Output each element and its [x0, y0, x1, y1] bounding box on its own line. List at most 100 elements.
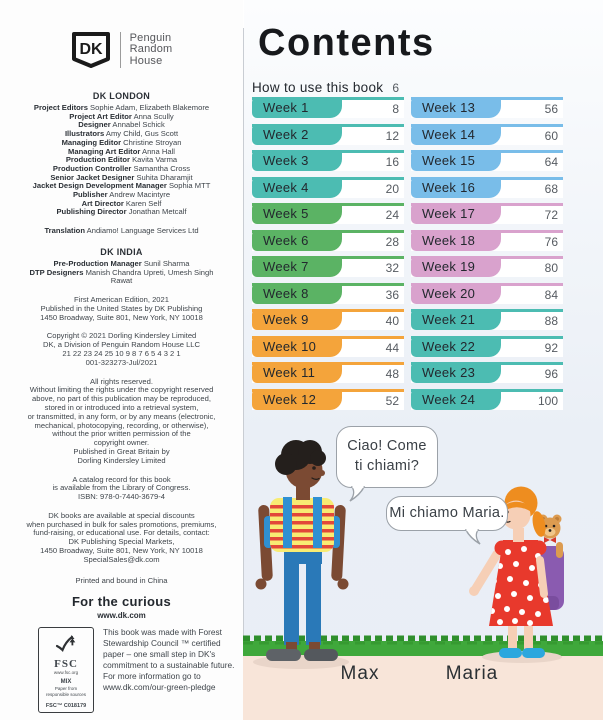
- max-shoe-left: [266, 649, 301, 661]
- toc-week-label: Week 2: [252, 123, 342, 145]
- toc-row-week-4[interactable]: Week 4 20: [252, 176, 404, 198]
- speech-bubble-maria: Mi chiamo Maria.: [386, 496, 508, 545]
- imprint-line: Random: [129, 43, 173, 56]
- character-name-maria: Maria: [445, 663, 499, 684]
- toc-week-page: 68: [544, 181, 558, 196]
- toc-row-week-21[interactable]: Week 21 88: [411, 309, 563, 330]
- maria-hair-fringe: [501, 501, 533, 513]
- credit-role: Publishing Director: [56, 207, 127, 217]
- toc-row-week-23[interactable]: Week 23 96: [411, 362, 563, 383]
- toc-week-label: Week 16: [411, 176, 501, 198]
- credit-role: Designer: [78, 120, 111, 130]
- toc-row-week-7[interactable]: Week 7 32: [252, 256, 404, 277]
- max-backpack-strap: [313, 497, 322, 548]
- toc-row-week-18[interactable]: Week 18 76: [411, 229, 563, 251]
- rights-block: All rights reserved. Without limiting th…: [27, 376, 216, 465]
- toc-week-label: Week 8: [252, 282, 342, 304]
- toc-row-week-19[interactable]: Week 19 80: [411, 256, 563, 277]
- credit-line: Managing Art Editor Anna Hall: [0, 146, 243, 157]
- toc-week-page: 52: [385, 393, 399, 408]
- toc-week-page: 24: [385, 208, 399, 222]
- toc-row-week-16[interactable]: Week 16 68: [411, 176, 563, 198]
- dk-logo-icon: DK: [71, 32, 110, 68]
- toc-row-how-to-use[interactable]: How to use this book 6: [252, 80, 404, 95]
- penguin-random-house-wordmark: Penguin Random House: [129, 32, 173, 68]
- toc-week-label: Week 12: [252, 388, 342, 410]
- toc-week-page: 12: [385, 128, 399, 143]
- credit-role: Managing Art Editor: [68, 146, 141, 156]
- toc-row-week-9[interactable]: Week 9 40: [252, 309, 404, 330]
- toc-week-label: Week 3: [252, 150, 342, 171]
- toc-week-page: 44: [385, 340, 399, 355]
- toc-row-week-10[interactable]: Week 10 44: [252, 335, 404, 357]
- credit-line: Designer Annabel Schick: [0, 121, 243, 130]
- toc-row-week-20[interactable]: Week 20 84: [411, 282, 563, 304]
- credit-role: Project Art Editor: [69, 111, 132, 121]
- toc-row-week-2[interactable]: Week 2 12: [252, 123, 404, 145]
- credit-role: Art Director: [81, 198, 124, 208]
- catalog-block: A catalog record for this book is availa…: [52, 474, 191, 502]
- for-the-curious-tagline: For the curious: [71, 594, 172, 610]
- maria-illustration: [469, 486, 564, 663]
- toc-row-week-24[interactable]: Week 24 100: [411, 388, 563, 410]
- toc-week-page: 28: [385, 234, 399, 249]
- toc-week-page: 100: [537, 393, 558, 408]
- toc-row-week-11[interactable]: Week 11 48: [252, 362, 404, 383]
- toc-row-week-12[interactable]: Week 12 52: [252, 388, 404, 410]
- credit-names: Christine Stroyan: [123, 137, 182, 147]
- toc-row-week-17[interactable]: Week 17 72: [411, 203, 563, 224]
- speech-text: Ciao! Come ti chiami?: [347, 438, 427, 474]
- maria-shadow: [482, 651, 562, 663]
- credits-page: DK Penguin Random House DK LONDON Projec…: [0, 0, 243, 720]
- credit-line: Art Director Karen Self: [0, 198, 243, 209]
- fsc-wordmark: FSC: [54, 658, 78, 671]
- max-illustration: [253, 440, 349, 669]
- toc-row-week-15[interactable]: Week 15 64: [411, 150, 563, 171]
- credit-names: Annabel Schick: [112, 120, 165, 130]
- toc-row-week-13[interactable]: Week 13 56: [411, 97, 563, 118]
- toc-row-week-14[interactable]: Week 14 60: [411, 123, 563, 145]
- maria-shoe-right: [522, 648, 545, 658]
- character-name-max: Max: [340, 663, 380, 684]
- toc-week-page: 48: [385, 367, 399, 381]
- toc-week-label: Week 23: [411, 362, 501, 383]
- speech-bubble-max: Ciao! Come ti chiami?: [336, 426, 438, 502]
- toc-row-week-3[interactable]: Week 3 16: [252, 150, 404, 171]
- toc-row-week-8[interactable]: Week 8 36: [252, 282, 404, 304]
- credit-names: Karen Self: [125, 198, 162, 208]
- toc-week-label: Week 15: [411, 150, 501, 171]
- sales-block: DK books are available at special discou…: [26, 510, 217, 564]
- credit-line: Publishing Director Jonathan Metcalf: [0, 208, 243, 217]
- credit-names: Samantha Cross: [133, 163, 191, 173]
- toc-column-left: Week 1 8 Week 2 12 Week 3 16 Week 4 20 Week …: [252, 97, 404, 410]
- credit-line: Publisher Andrew Macintyre: [0, 190, 243, 200]
- credit-names: Anna Scully: [133, 111, 174, 121]
- max-shirt: [270, 498, 334, 552]
- dk-website-link[interactable]: www.dk.com: [97, 611, 146, 621]
- credit-line: Senior Jacket Designer Suhita Dharamjit: [0, 173, 243, 183]
- toc-entry-label: How to use this book: [252, 80, 384, 95]
- credit-line: Project Art Editor Anna Scully: [0, 111, 243, 122]
- max-jeans: [284, 544, 322, 645]
- credit-names: Jonathan Metcalf: [128, 207, 187, 217]
- page-title: Contents: [258, 22, 435, 64]
- max-backpack-strap: [283, 497, 292, 548]
- max-shoe-right: [304, 649, 338, 661]
- toc-row-week-5[interactable]: Week 5 24: [252, 203, 404, 224]
- fsc-mix-label: MIX: [60, 679, 72, 686]
- toc-row-week-22[interactable]: Week 22 92: [411, 335, 563, 357]
- publisher-logos: DK Penguin Random House: [0, 32, 243, 68]
- logo-divider: [119, 32, 121, 68]
- toc-row-week-6[interactable]: Week 6 28: [252, 229, 404, 251]
- toc-week-label: Week 24: [411, 388, 501, 410]
- credit-line: Production Controller Samantha Cross: [0, 163, 243, 174]
- toc-week-page: 60: [544, 128, 558, 143]
- toc-row-week-1[interactable]: Week 1 8: [252, 97, 404, 118]
- toc-week-label: Week 7: [252, 256, 342, 277]
- contents-layer: Contents How to use this book 6 Week 1 8 …: [244, 0, 603, 720]
- toc-week-label: Week 17: [411, 203, 501, 224]
- credit-line: Production Editor Kavita Varma: [0, 155, 243, 165]
- fsc-description: Paper from responsible sources: [45, 686, 87, 697]
- speech-tail: [464, 528, 481, 545]
- toc-week-label: Week 9: [252, 309, 342, 330]
